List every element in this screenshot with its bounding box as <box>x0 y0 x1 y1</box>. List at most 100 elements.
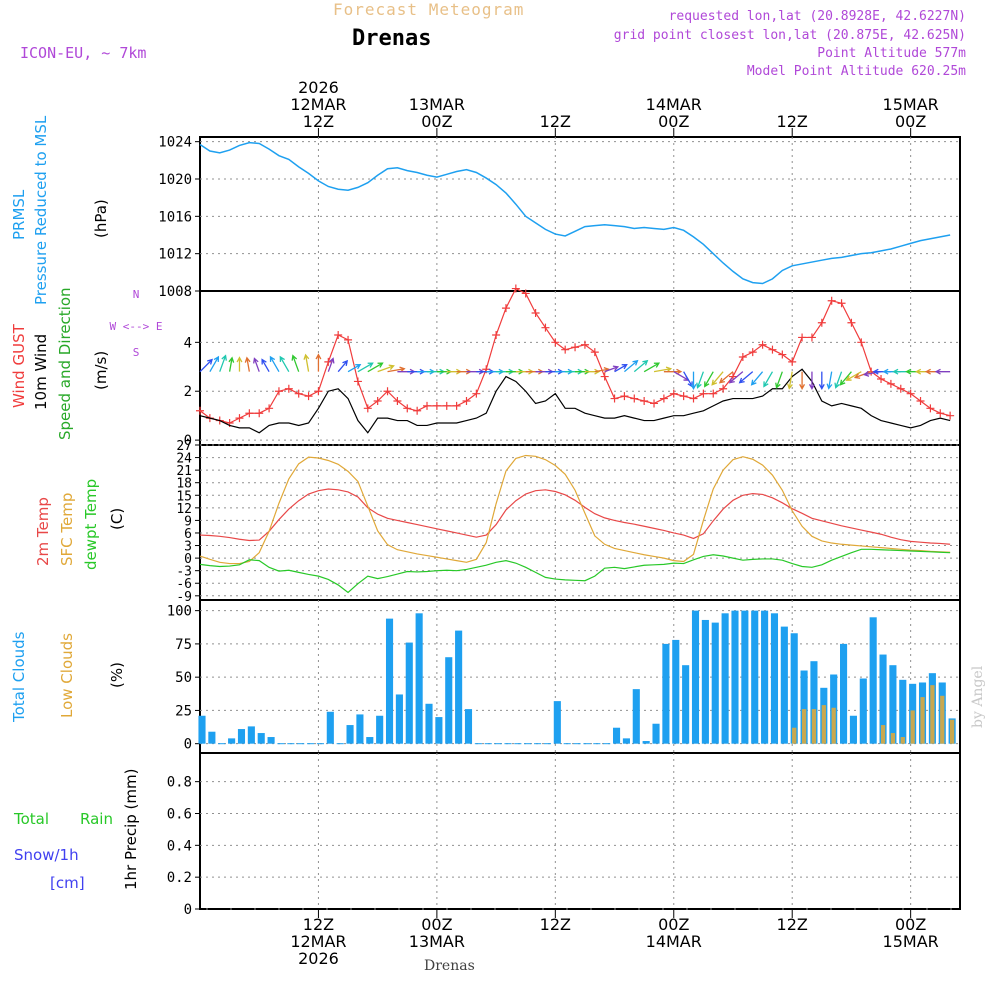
total-cloud-bar <box>859 678 867 744</box>
wind-direction-label: Speed and Direction <box>56 287 74 440</box>
wind-ytick-label: 0 <box>184 433 192 449</box>
wind-direction-arrow <box>387 366 406 373</box>
precip-total-label: Total <box>13 810 49 828</box>
gust-line <box>199 287 951 424</box>
precipitation-ytick-label: 0 <box>184 902 192 918</box>
bottom-time-label: 00Z <box>658 915 689 934</box>
pressure-ytick-label: 1012 <box>158 247 192 263</box>
total-cloud-bar <box>711 622 719 744</box>
pressure-ytick-label: 1016 <box>158 209 192 225</box>
wind-direction-arrow <box>663 368 683 375</box>
gust-marker <box>541 323 550 332</box>
gust-marker <box>699 389 708 398</box>
wind-direction-arrow <box>845 371 862 381</box>
total-cloud-bar <box>741 610 749 744</box>
compass-north: N <box>133 288 140 301</box>
temperature-ytick-label: 15 <box>176 489 192 504</box>
total-cloud-bar <box>691 610 700 744</box>
total-cloud-bar <box>435 717 443 744</box>
low-cloud-bar <box>821 705 826 744</box>
gust-marker <box>551 338 560 347</box>
gust-marker <box>363 404 372 413</box>
top-time-label: 12Z <box>303 112 334 131</box>
gust-marker <box>916 397 925 405</box>
total-cloud-bar <box>267 737 275 744</box>
pressure-label-short: PRMSL <box>10 189 28 240</box>
low-cloud-bar <box>811 709 817 744</box>
gust-marker <box>620 392 629 401</box>
gust-marker <box>640 397 649 405</box>
total-cloud-bar <box>257 733 265 744</box>
low-cloud-bar <box>880 725 886 744</box>
temp-2m-label: 2m Temp <box>34 497 52 566</box>
gust-marker <box>235 414 244 423</box>
total-cloud-bar <box>208 731 216 744</box>
temperature-ytick-label: -9 <box>176 590 192 605</box>
gust-marker <box>245 409 254 418</box>
gust-marker <box>423 401 432 410</box>
total-cloud-bar <box>198 715 206 744</box>
gust-marker <box>827 296 836 305</box>
wind-direction-arrow <box>718 371 734 384</box>
total-cloud-bar <box>553 701 561 744</box>
gust-marker <box>442 401 451 410</box>
precip-unit: 1hr Precip (mm) <box>122 769 140 890</box>
temperature-ytick-label: 3 <box>184 540 192 555</box>
gust-marker <box>847 318 856 327</box>
total-cloud-bar <box>780 626 788 744</box>
gust-marker <box>788 357 797 366</box>
pressure-label-long: Pressure Reduced to MSL <box>32 115 50 305</box>
clouds-ytick-label: 100 <box>167 604 192 620</box>
top-time-label: 2026 <box>298 78 339 97</box>
wind-direction-arrow <box>377 364 395 373</box>
clouds-ytick-label: 75 <box>175 637 192 653</box>
total-cloud-bar <box>237 729 246 744</box>
precipitation-ytick-label: 0.8 <box>167 775 192 791</box>
top-time-label: 00Z <box>895 112 926 131</box>
top-time-label: 00Z <box>421 112 452 131</box>
wind-label: 10m Wind <box>32 334 50 410</box>
wind-direction-arrow <box>303 353 310 372</box>
temperature-ytick-label: 6 <box>184 527 192 542</box>
gust-marker <box>304 392 313 401</box>
temperature-ytick-label: 0 <box>184 552 192 567</box>
wind-direction-arrow <box>728 371 744 384</box>
gust-marker <box>265 404 274 413</box>
total-cloud-bar <box>701 619 709 744</box>
low-cloud-bar <box>930 685 935 744</box>
wind-direction-arrow <box>228 356 235 372</box>
clouds-ytick-label: 25 <box>175 703 192 719</box>
low-cloud-bar <box>910 710 915 744</box>
gust-marker <box>324 357 333 366</box>
wind-ytick-label: 4 <box>184 335 192 351</box>
total-cloud-bar <box>346 725 354 744</box>
temperature-frame <box>199 444 961 601</box>
pressure-unit: (hPa) <box>92 199 110 238</box>
gust-marker <box>689 394 698 403</box>
total-cloud-bar <box>889 665 897 744</box>
bottom-time-label: 15MAR <box>883 932 939 951</box>
pressure-ytick-label: 1020 <box>158 172 192 188</box>
wind-direction-arrow <box>347 363 362 373</box>
gust-marker <box>659 394 668 403</box>
gust-marker <box>294 389 303 398</box>
bottom-time-label: 13MAR <box>409 932 465 951</box>
total-cloud-bar <box>840 643 848 744</box>
gust-marker <box>590 348 599 357</box>
wind-direction-arrow <box>219 354 227 372</box>
gust-marker <box>630 394 639 403</box>
pressure-frame <box>199 136 961 292</box>
panel-precipitation: 0 0.2 0.4 0.6 0.8 <box>167 752 961 918</box>
grid-point-coords: grid point closest lon,lat (20.875E, 42.… <box>613 28 966 43</box>
total-cloud-bar <box>721 613 729 744</box>
wind-direction-arrow <box>775 371 783 389</box>
precip-snow-label: Snow/1h <box>14 846 79 864</box>
total-cloud-bar <box>770 613 779 744</box>
total-cloud-bar <box>366 737 374 744</box>
gust-marker <box>501 304 510 313</box>
total-cloud-bar <box>751 610 759 744</box>
wind-direction-arrow <box>704 371 714 388</box>
top-time-label: 12Z <box>777 112 808 131</box>
total-cloud-bar <box>761 610 769 744</box>
bottom-time-label: 12Z <box>303 915 334 934</box>
